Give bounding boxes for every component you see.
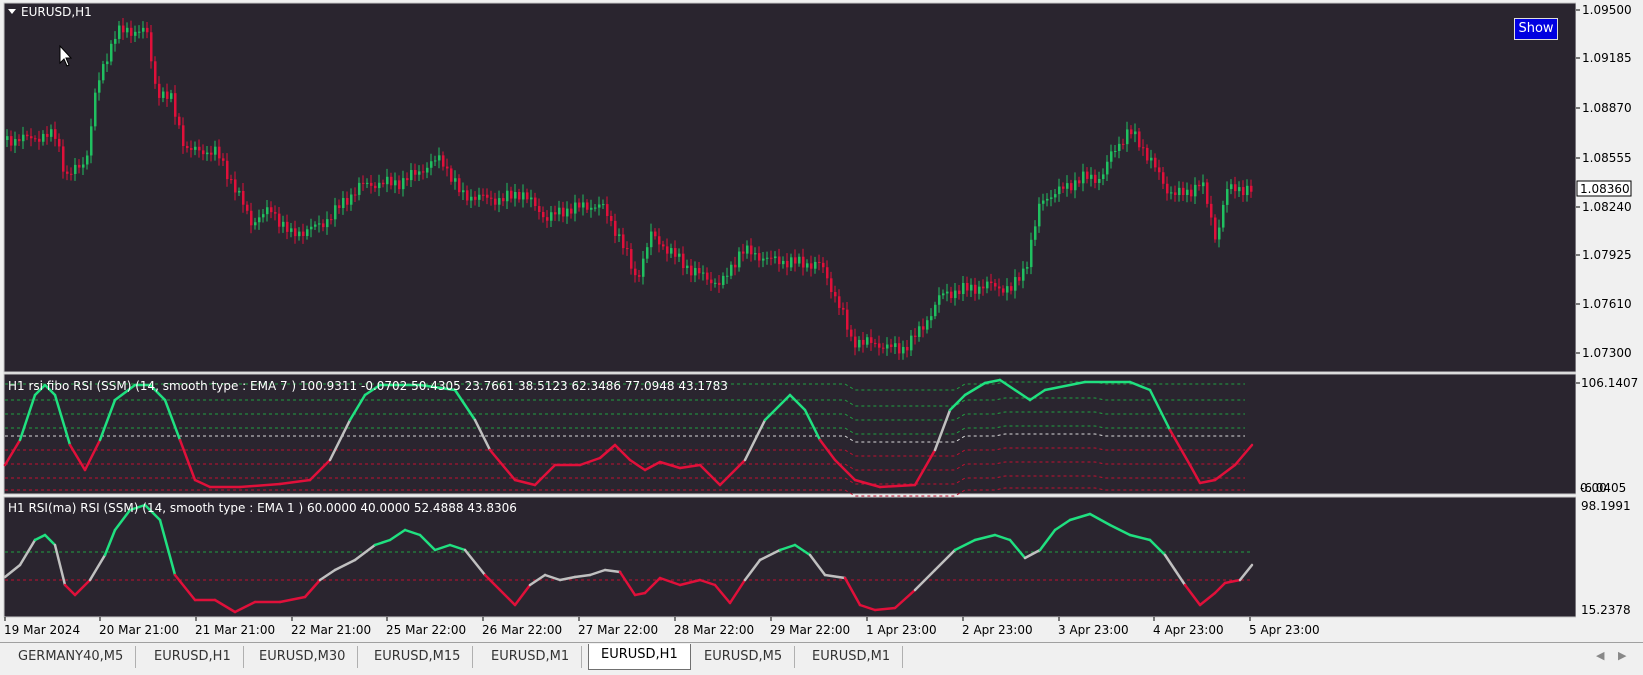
chart-tab[interactable]: EURUSD,M30 <box>247 646 359 668</box>
indicator1-label: H1 rsi fibo RSI (SSM) (14, smooth type :… <box>8 379 728 393</box>
time-axis-label: 1 Apr 23:00 <box>866 623 937 637</box>
chart-tab[interactable]: EURUSD,H1 <box>588 644 691 670</box>
time-axis-label: 27 Mar 22:00 <box>578 623 658 637</box>
chart-tab[interactable]: EURUSD,M5 <box>692 646 796 668</box>
time-axis-label: 4 Apr 23:00 <box>1153 623 1224 637</box>
price-scale[interactable] <box>1576 2 1643 642</box>
indicator1-line <box>3 378 1254 489</box>
price-tick-label: 1.09185 <box>1582 51 1632 65</box>
indicator2-panel[interactable] <box>3 496 1577 618</box>
indicator1-scale-bottom-a: -6.0405 <box>1580 481 1626 495</box>
time-axis-label: 5 Apr 23:00 <box>1249 623 1320 637</box>
price-tick-label: 1.07925 <box>1582 248 1632 262</box>
chart-tab[interactable]: GERMANY40,M5 <box>6 646 137 668</box>
indicator1-scale-top: 106.1407 <box>1581 376 1638 390</box>
current-price-box <box>1576 180 1632 197</box>
chart-tab[interactable]: EURUSD,M15 <box>362 646 474 668</box>
indicator2-label: H1 RSI(ma) RSI (SSM) (14, smooth type : … <box>8 501 517 515</box>
time-axis: 19 Mar 2024 20 Mar 21:00 21 Mar 21:00 22 Ma… <box>4 617 1320 637</box>
time-axis-label: 25 Mar 22:00 <box>386 623 466 637</box>
indicator2-scale-top: 98.1991 <box>1581 499 1631 513</box>
price-panel[interactable] <box>3 2 1577 373</box>
chart-tab-bar: GERMANY40,M5 EURUSD,H1 EURUSD,M30 EURUSD,M1… <box>0 642 1643 675</box>
collapse-triangle-icon[interactable] <box>8 9 16 14</box>
triangle-left-icon[interactable]: ◀ <box>1596 649 1605 662</box>
indicator2-line <box>3 503 1254 614</box>
triangle-right-icon[interactable]: ▶ <box>1618 649 1627 662</box>
time-axis-label: 21 Mar 21:00 <box>195 623 275 637</box>
chart-tab[interactable]: EURUSD,H1 <box>142 646 244 668</box>
price-tick-label: 1.08870 <box>1582 101 1632 115</box>
chart-tab[interactable]: EURUSD,M1 <box>479 646 583 668</box>
candles <box>6 17 1253 360</box>
time-axis-label: 19 Mar 2024 <box>4 623 80 637</box>
indicator2-scale-bottom: 15.2378 <box>1581 603 1631 617</box>
indicator1-scale-bottom-b: 0.00 <box>1580 481 1607 495</box>
chart-tab[interactable]: EURUSD,M1 <box>800 646 904 668</box>
price-tick-label: 1.07300 <box>1582 346 1632 360</box>
price-ticks: 1.09500 1.09185 1.08870 1.08555 1.08240 1.079… <box>1576 3 1632 360</box>
price-tick-label: 1.08555 <box>1582 151 1632 165</box>
current-price: 1.08360 <box>1580 182 1630 196</box>
time-axis-label: 20 Mar 21:00 <box>99 623 179 637</box>
time-axis-label: 29 Mar 22:00 <box>770 623 850 637</box>
indicator1-levels <box>5 381 1245 497</box>
show-button[interactable]: Show <box>1514 18 1558 40</box>
time-axis-label: 28 Mar 22:00 <box>674 623 754 637</box>
price-tick-label: 1.09500 <box>1582 3 1632 17</box>
chart-title: EURUSD,H1 <box>21 5 92 19</box>
time-axis-label: 22 Mar 21:00 <box>291 623 371 637</box>
price-tick-label: 1.07610 <box>1582 297 1632 311</box>
time-axis-label: 2 Apr 23:00 <box>962 623 1033 637</box>
time-axis-label: 3 Apr 23:00 <box>1058 623 1129 637</box>
price-tick-label: 1.08240 <box>1582 200 1632 214</box>
time-axis-label: 26 Mar 22:00 <box>482 623 562 637</box>
mouse-cursor-icon <box>59 44 73 67</box>
